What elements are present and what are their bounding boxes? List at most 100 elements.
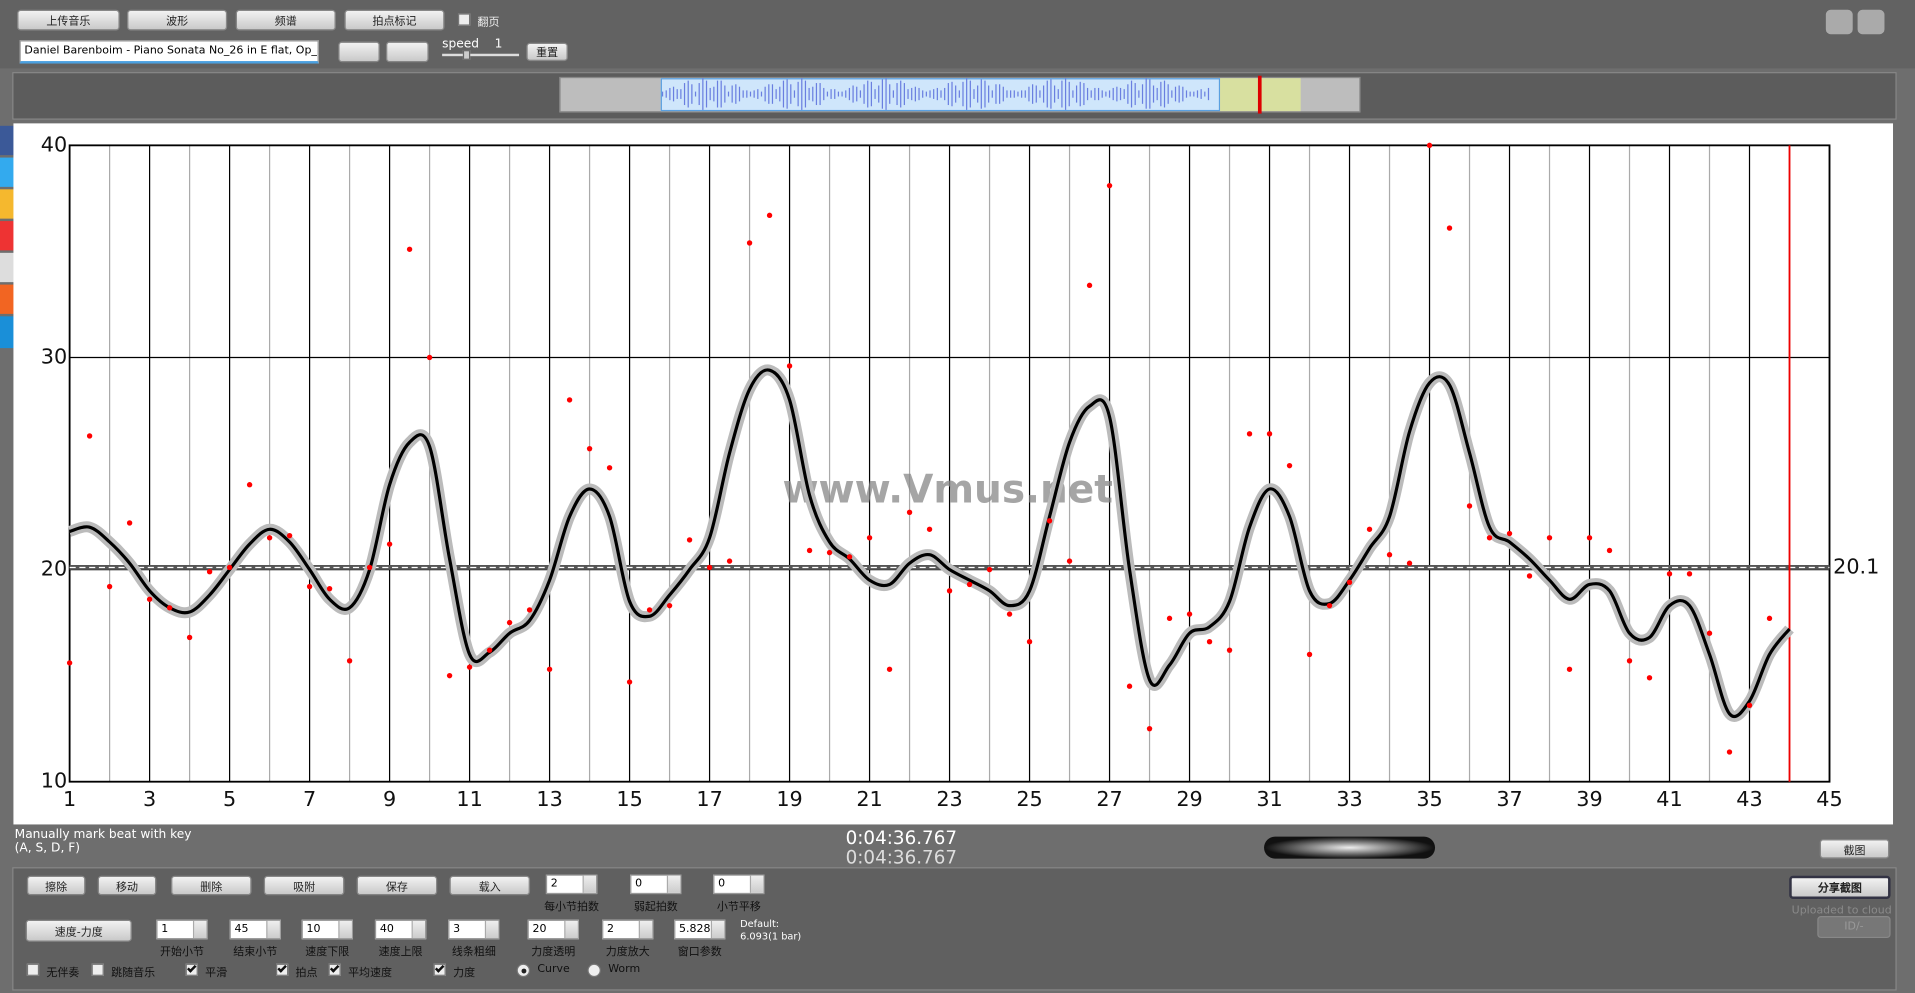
option-checkbox[interactable] xyxy=(328,963,341,976)
waveform-sample xyxy=(900,80,902,108)
option-checkbox[interactable] xyxy=(276,963,289,976)
waveform-sample xyxy=(1160,81,1162,107)
beat-point xyxy=(1486,535,1493,541)
waveform-sample xyxy=(826,91,829,97)
mode-button[interactable]: 速度-力度 xyxy=(25,919,132,942)
waveform-sample xyxy=(793,90,796,98)
beat-point xyxy=(686,537,693,543)
waveform-sample xyxy=(1116,86,1118,102)
play-button[interactable] xyxy=(385,41,429,63)
waveform-sample xyxy=(1068,82,1070,107)
radio-button[interactable] xyxy=(587,963,601,978)
waveform-sample xyxy=(896,82,898,106)
track-name[interactable]: Daniel Barenboim - Piano Sonata No_26 in… xyxy=(19,40,319,64)
x-tick-label: 45 xyxy=(1816,787,1842,811)
waveform-sample xyxy=(775,88,777,100)
home-icon[interactable] xyxy=(1825,9,1853,35)
waveform-sample xyxy=(1072,89,1074,99)
tool-button[interactable]: 擦除 xyxy=(26,875,86,896)
waveform-sample xyxy=(1050,79,1052,109)
beat-point xyxy=(586,445,593,452)
beat-point xyxy=(286,532,293,539)
spinner-arrows[interactable] xyxy=(666,875,681,893)
x-tick-label: 1 xyxy=(63,787,76,811)
spinner-arrows[interactable] xyxy=(338,920,352,939)
beat-point xyxy=(86,433,93,439)
waveform-sample xyxy=(863,84,865,104)
spinner-arrows[interactable] xyxy=(710,920,725,939)
speed-slider[interactable] xyxy=(442,53,520,57)
waveform-sample xyxy=(1021,90,1023,98)
x-tick-label: 19 xyxy=(776,787,802,811)
chart-background xyxy=(13,123,1894,825)
beat-point xyxy=(486,647,493,653)
x-tick-label: 25 xyxy=(1016,787,1042,811)
waveform-sample xyxy=(1024,90,1026,98)
waveform-sample xyxy=(1127,83,1129,105)
beat-point xyxy=(1746,702,1753,709)
beat-point xyxy=(826,549,833,556)
spinner-arrows[interactable] xyxy=(638,920,653,939)
screenshot-button[interactable]: 截图 xyxy=(1819,839,1890,859)
x-tick-label: 29 xyxy=(1176,787,1202,811)
time-current: 0:04:36.767 xyxy=(845,826,958,849)
waveform-sample xyxy=(1196,89,1199,99)
waveform-sample xyxy=(841,91,843,97)
waveform-sample xyxy=(691,84,693,104)
spinner-arrows[interactable] xyxy=(192,920,207,939)
beat-point xyxy=(266,535,273,541)
waveform-sample xyxy=(716,80,719,108)
zoom-slider[interactable] xyxy=(1264,836,1436,859)
spinner-label: 速度下限 xyxy=(305,946,350,959)
page-turn-checkbox[interactable] xyxy=(457,13,471,26)
waveform-sample xyxy=(1130,80,1133,108)
waveform-sample xyxy=(969,81,971,107)
option-checkbox[interactable] xyxy=(185,963,198,976)
toolbar-button[interactable]: 波形 xyxy=(127,9,228,31)
tool-button[interactable]: 移动 xyxy=(97,875,157,896)
waveform-sample xyxy=(1035,85,1037,103)
plot-frame xyxy=(68,144,1831,783)
waveform-sample xyxy=(808,88,810,100)
waveform-sample xyxy=(1207,87,1210,101)
option-checkbox[interactable] xyxy=(433,963,446,976)
beat-point xyxy=(566,397,573,403)
waveform-sample xyxy=(1149,79,1151,109)
waveform-sample xyxy=(874,88,876,100)
id-button[interactable]: ID/- xyxy=(1817,916,1891,939)
toolbar-button[interactable]: 频谱 xyxy=(235,9,336,31)
beat-point xyxy=(1006,611,1013,617)
spinner-arrows[interactable] xyxy=(266,920,280,939)
beat-point xyxy=(1606,547,1613,554)
spinner-arrows[interactable] xyxy=(484,920,499,939)
share-button[interactable]: 分享截图 xyxy=(1789,875,1891,899)
toolbar-button[interactable]: 上传音乐 xyxy=(17,9,120,31)
reset-button[interactable]: 重置 xyxy=(526,42,568,62)
fullscreen-icon[interactable] xyxy=(1857,9,1885,35)
tool-button[interactable]: 保存 xyxy=(356,875,438,896)
tool-button[interactable]: 吸附 xyxy=(263,875,345,896)
waveform-sample xyxy=(1156,88,1158,100)
beat-point xyxy=(866,535,873,541)
spinner-arrows[interactable] xyxy=(564,920,578,939)
waveform-sample xyxy=(797,82,799,106)
beat-point xyxy=(1446,225,1453,231)
waveform-sample xyxy=(720,80,722,108)
tool-button[interactable]: 载入 xyxy=(449,875,531,896)
prev-button[interactable] xyxy=(338,41,380,63)
toolbar-button[interactable]: 拍点标记 xyxy=(344,9,445,31)
spinner-arrows[interactable] xyxy=(749,875,764,893)
speed-thumb[interactable] xyxy=(462,50,471,60)
spinner-arrows[interactable] xyxy=(411,920,426,939)
default-value: 6.093(1 bar) xyxy=(740,930,802,942)
beat-point xyxy=(906,509,913,515)
waveform-sample xyxy=(1108,90,1111,98)
tool-button[interactable]: 删除 xyxy=(170,875,252,896)
waveform-sample xyxy=(1193,91,1195,97)
option-checkbox[interactable] xyxy=(26,963,40,976)
option-checkbox[interactable] xyxy=(91,963,104,976)
spinner-arrows[interactable] xyxy=(582,875,596,893)
waveform-sample xyxy=(680,88,682,100)
beat-point xyxy=(1286,462,1293,469)
beat-point xyxy=(666,602,673,609)
